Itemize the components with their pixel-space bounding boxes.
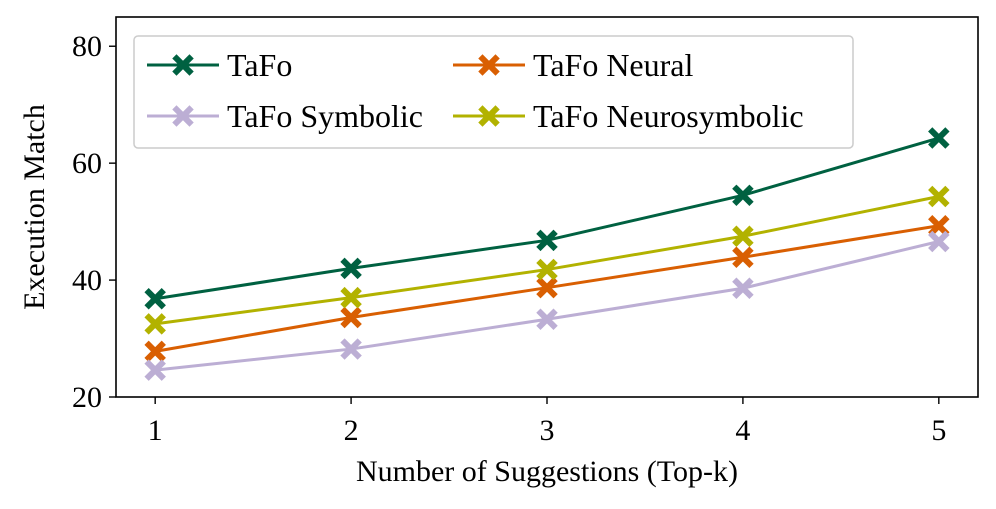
data-point <box>340 338 362 360</box>
series-tafo-neural <box>144 214 950 363</box>
y-axis-label: Execution Match <box>18 104 51 310</box>
legend-label: TaFo Symbolic <box>227 98 423 134</box>
data-point <box>732 277 754 300</box>
series-tafo-neurosymbolic <box>144 185 950 335</box>
data-point <box>536 229 558 252</box>
series-line <box>154 195 940 326</box>
x-tick-label: 5 <box>931 414 946 447</box>
data-point <box>928 214 950 237</box>
data-point <box>536 276 558 299</box>
legend-item: TaFo Symbolic <box>147 98 423 134</box>
x-axis-label: Number of Suggestions (Top-k) <box>356 455 738 488</box>
data-point <box>732 225 754 247</box>
data-point <box>732 184 754 207</box>
y-tick-label: 20 <box>72 381 102 414</box>
data-point <box>732 246 754 269</box>
y-tick-label: 40 <box>72 264 102 297</box>
legend-frame <box>133 35 854 149</box>
axes: 1 2 3 4 5 20 40 60 80 <box>72 16 979 447</box>
data-point <box>144 340 166 363</box>
legend-label: TaFo Neural <box>533 47 693 83</box>
data-point <box>928 185 950 208</box>
x-tick-label: 4 <box>735 414 750 447</box>
data-point <box>536 308 558 330</box>
legend-item: TaFo Neural <box>453 47 693 83</box>
legend-marker <box>478 105 500 127</box>
data-point <box>928 230 950 253</box>
y-tick-label: 60 <box>72 147 102 180</box>
x-tick-label: 1 <box>148 414 163 447</box>
data-point <box>340 257 362 280</box>
legend-item: TaFo Neurosymbolic <box>453 98 804 134</box>
series-tafo <box>144 127 950 310</box>
x-tick-label: 3 <box>540 414 555 447</box>
data-point <box>144 359 166 381</box>
legend: TaFo TaFo Neural TaFo Symbolic TaFo Neurosy… <box>133 35 854 149</box>
data-point <box>144 313 166 335</box>
data-point <box>928 127 950 149</box>
data-point <box>340 306 362 329</box>
data-point <box>144 288 166 310</box>
series-tafo-symbolic <box>144 230 950 381</box>
legend-marker <box>172 54 194 76</box>
legend-label: TaFo <box>227 47 292 83</box>
legend-item: TaFo <box>147 47 292 83</box>
series-line <box>155 240 940 372</box>
legend-marker <box>172 105 194 127</box>
series-line <box>154 136 940 301</box>
y-tick-label: 80 <box>72 30 102 63</box>
series-group <box>144 127 950 381</box>
x-tick-label: 2 <box>344 414 359 447</box>
legend-label: TaFo Neurosymbolic <box>533 98 804 134</box>
legend-marker <box>478 54 500 76</box>
data-point <box>536 258 558 281</box>
data-point <box>340 286 362 309</box>
